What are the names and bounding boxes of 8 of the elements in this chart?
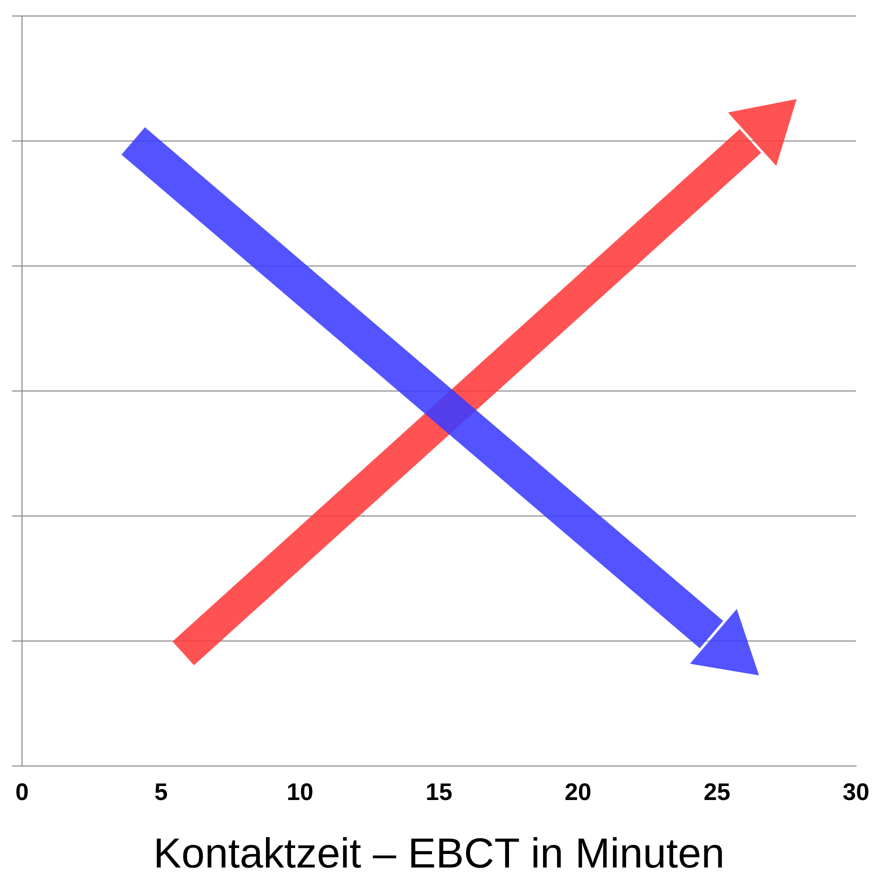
x-tick-label: 25 <box>704 778 730 806</box>
x-tick-label: 5 <box>154 778 168 806</box>
x-tick-label: 15 <box>426 778 452 806</box>
x-tick-label: 10 <box>286 778 314 806</box>
x-tick-label: 20 <box>564 778 592 806</box>
x-tick-label: 30 <box>842 778 870 806</box>
x-tick-label: 0 <box>15 778 29 806</box>
x-axis-title: Kontaktzeit – EBCT in Minuten <box>153 829 725 876</box>
